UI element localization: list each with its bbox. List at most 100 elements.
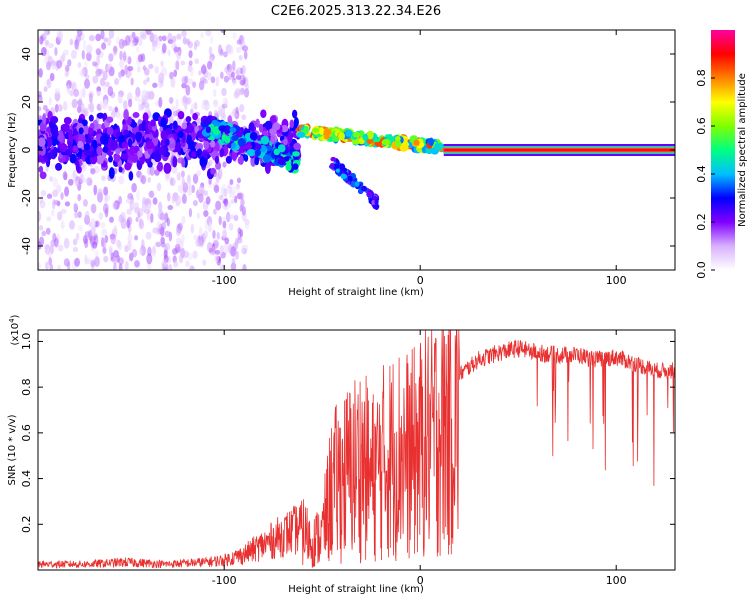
heat-noise-blob (175, 98, 179, 109)
x-tick-label: -100 (212, 574, 237, 587)
heat-noise-blob (66, 84, 71, 94)
heat-descending-blob (277, 144, 286, 153)
heat-noise-blob (38, 262, 41, 270)
heat-noise-blob (171, 196, 176, 204)
heat-noise-blob (77, 211, 82, 219)
heat-lower-branch-blob (372, 203, 380, 210)
heat-noise-blob (127, 71, 133, 77)
heat-band-blob (62, 123, 70, 133)
heat-noise-blob (167, 204, 174, 211)
heat-band-blob (227, 115, 233, 125)
heat-noise-blob (238, 88, 245, 96)
heat-noise-blob (198, 185, 205, 195)
heat-upper-branch-blob (362, 133, 369, 141)
heat-noise-blob (208, 221, 212, 231)
heat-noise-blob (218, 48, 224, 57)
heat-band-blob (243, 154, 249, 162)
heat-noise-blob (183, 250, 189, 259)
heat-noise-blob (98, 68, 104, 75)
heat-noise-blob (181, 177, 185, 186)
heat-noise-blob (78, 89, 83, 100)
y-tick-label: -20 (20, 189, 33, 207)
heat-noise-blob (231, 257, 236, 265)
heat-noise-blob (118, 214, 125, 223)
heat-noise-blob (57, 104, 63, 112)
heat-noise-blob (241, 65, 246, 75)
heat-noise-blob (56, 264, 62, 270)
heat-band-blob (191, 151, 197, 158)
heat-noise-blob (137, 54, 144, 63)
heat-noise-blob (45, 261, 49, 270)
heat-noise-blob (88, 93, 93, 104)
heat-noise-blob (39, 35, 44, 45)
heat-noise-blob (242, 45, 249, 52)
heat-noise-blob (190, 223, 195, 234)
heat-noise-blob (87, 103, 92, 111)
heat-band-blob (132, 112, 140, 119)
heat-noise-blob (38, 110, 41, 118)
heat-noise-blob (44, 30, 48, 38)
heat-band-blob (172, 156, 178, 168)
heat-noise-blob (201, 63, 206, 72)
heat-noise-blob (220, 113, 227, 121)
heat-noise-blob (64, 71, 69, 78)
heat-noise-blob (97, 188, 103, 199)
heat-lower-branch-blob (374, 198, 379, 206)
y-tick-label: -40 (20, 237, 33, 255)
spectrogram-y-axis-title: Frequency (Hz) (7, 112, 18, 188)
heat-noise-blob (166, 217, 170, 227)
heat-noise-blob (46, 216, 52, 222)
heat-noise-blob (41, 230, 47, 237)
heat-noise-blob (63, 258, 70, 267)
heat-noise-blob (181, 76, 187, 85)
heat-band-blob (289, 119, 295, 129)
heat-band-blob (210, 140, 216, 148)
heat-noise-blob (142, 197, 147, 205)
heat-band-blob (85, 137, 92, 144)
heat-noise-blob (203, 210, 209, 218)
heat-noise-blob (236, 185, 240, 194)
heat-noise-blob (62, 49, 69, 56)
heat-noise-blob (180, 170, 185, 178)
heat-band-blob (89, 150, 96, 158)
heat-noise-blob (164, 172, 171, 182)
heat-noise-blob (39, 196, 43, 205)
heat-band-blob (107, 143, 112, 154)
heat-noise-blob (112, 255, 118, 265)
heat-band-blob (118, 166, 123, 173)
heat-noise-blob (174, 61, 180, 70)
heat-noise-blob (213, 208, 217, 215)
heat-noise-blob (38, 68, 43, 78)
heat-noise-blob (236, 67, 242, 77)
heat-noise-blob (133, 201, 140, 213)
heat-noise-blob (74, 178, 80, 187)
heat-noise-blob (161, 43, 167, 54)
heat-noise-blob (95, 220, 100, 228)
heat-band-blob (219, 148, 225, 157)
heat-noise-blob (160, 60, 164, 67)
heat-noise-blob (203, 230, 208, 239)
heat-noise-blob (190, 108, 194, 115)
heat-noise-blob (235, 251, 239, 260)
heat-band-blob (83, 142, 91, 151)
heat-noise-blob (242, 264, 247, 270)
heat-noise-blob (106, 37, 112, 47)
heat-noise-blob (234, 195, 238, 204)
heat-noise-blob (102, 70, 108, 81)
heat-noise-blob (73, 88, 80, 98)
heat-noise-blob (154, 66, 160, 74)
heat-noise-blob (117, 242, 123, 251)
heat-noise-blob (180, 233, 185, 244)
heat-noise-blob (122, 100, 128, 110)
heat-noise-blob (79, 69, 86, 77)
heat-band-blob (50, 116, 59, 124)
heat-noise-blob (223, 188, 228, 197)
heat-band-blob (237, 156, 244, 165)
heat-noise-blob (136, 66, 141, 73)
heat-noise-blob (200, 32, 205, 39)
heat-noise-blob (38, 106, 42, 112)
heat-band-blob (72, 145, 79, 153)
heat-noise-blob (93, 184, 98, 196)
heat-noise-blob (164, 242, 171, 251)
heat-noise-blob (140, 175, 147, 185)
